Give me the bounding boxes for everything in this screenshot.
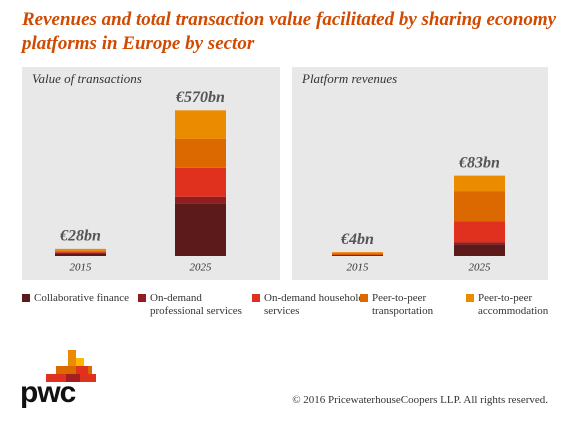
bar-segment xyxy=(175,138,226,168)
panel-title: Value of transactions xyxy=(32,71,142,86)
bar-segment xyxy=(175,167,226,197)
total-label: €28bn xyxy=(59,228,101,245)
panel-title: Platform revenues xyxy=(301,71,397,86)
legend-swatch xyxy=(466,294,474,302)
bar-segment xyxy=(55,250,106,252)
title: Revenues and total transaction value fac… xyxy=(22,9,557,54)
bar-segment xyxy=(454,221,505,243)
legend-label: On-demand household services xyxy=(264,292,364,317)
bar-segment xyxy=(454,191,505,222)
bar-segment xyxy=(332,252,383,254)
legend-label: Peer-to-peer transportation xyxy=(372,292,434,317)
footer: © 2016 PricewaterhouseCoopers LLP. All r… xyxy=(292,394,548,406)
bar-segment xyxy=(454,244,505,256)
legend-label: Collaborative finance xyxy=(34,292,129,304)
total-label: €4bn xyxy=(340,231,374,248)
legend-item: Peer-to-peer accommodation xyxy=(466,292,568,318)
x-tick-label: 2015 xyxy=(70,262,93,274)
logo-mark xyxy=(46,350,96,382)
legend-swatch xyxy=(252,294,260,302)
bar-segment xyxy=(454,242,505,245)
legend-swatch xyxy=(360,294,368,302)
x-tick-label: 2025 xyxy=(190,262,213,274)
legend-item: Peer-to-peer transportation xyxy=(360,292,462,318)
legend-label: Peer-to-peer accommodation xyxy=(478,292,549,317)
panel-bg xyxy=(292,67,548,280)
legend-swatch xyxy=(22,294,30,302)
bar-segment xyxy=(454,175,505,192)
x-tick-label: 2025 xyxy=(469,262,492,274)
bar-segment xyxy=(55,253,106,256)
total-label: €570bn xyxy=(175,89,225,106)
legend-label: On-demand professional services xyxy=(150,292,242,317)
legend-item: Collaborative finance xyxy=(22,292,144,305)
legend-item: On-demand professional services xyxy=(138,292,250,318)
total-label: €83bn xyxy=(458,154,500,171)
bar-segment xyxy=(55,252,106,254)
logo: pwc xyxy=(20,376,76,409)
bar-segment xyxy=(55,248,106,251)
bar-segment xyxy=(175,196,226,204)
bar-segment xyxy=(175,203,226,256)
panel-bg xyxy=(22,67,280,280)
legend-swatch xyxy=(138,294,146,302)
x-tick-label: 2015 xyxy=(347,262,370,274)
bar-segment xyxy=(332,253,383,255)
bar-segment xyxy=(55,251,106,253)
legend-item: On-demand household services xyxy=(252,292,364,318)
bar-segment xyxy=(175,110,226,139)
